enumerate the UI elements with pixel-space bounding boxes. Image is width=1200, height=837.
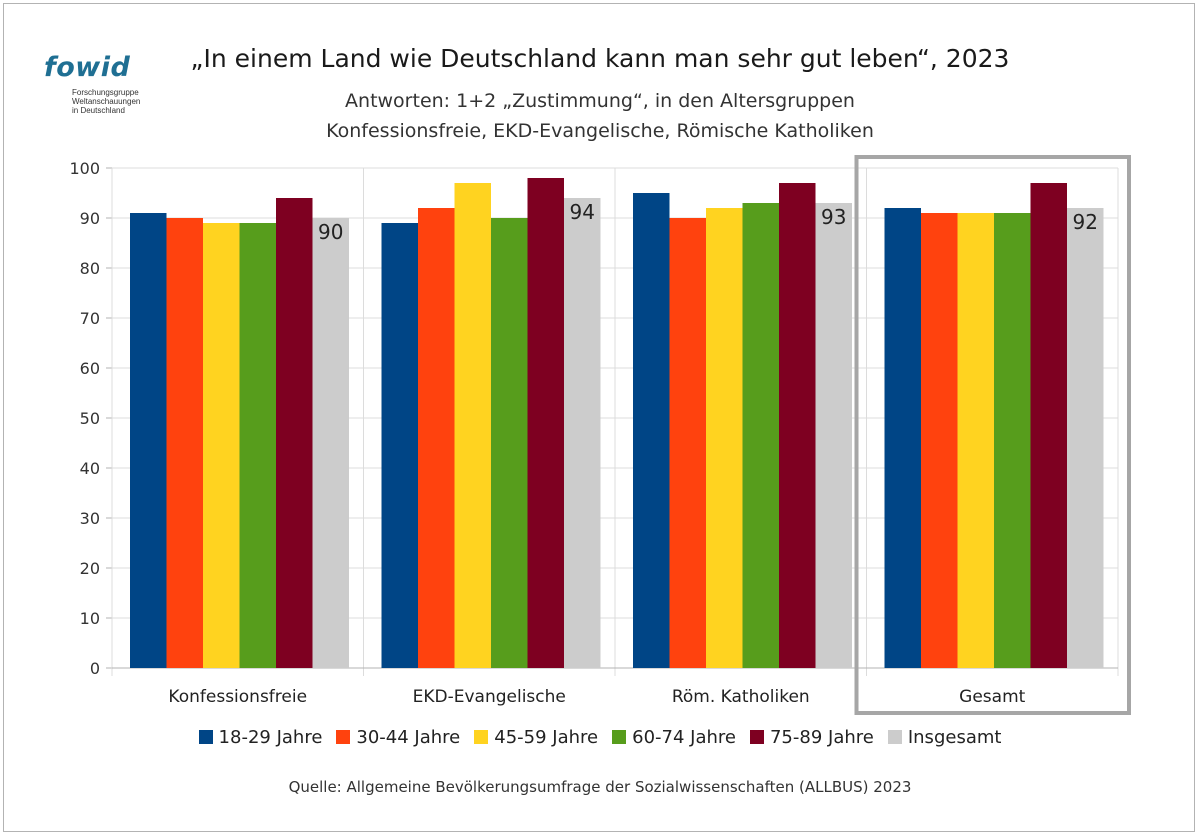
bar (239, 223, 276, 668)
legend-swatch (612, 730, 627, 744)
figure-frame (3, 3, 1195, 832)
highlight-box (854, 155, 1131, 715)
chart-subtitle-line-2: Konfessionsfreie, EKD-Evangelische, Römi… (326, 120, 874, 142)
bar (166, 218, 203, 668)
bar (527, 178, 564, 668)
bar (1067, 208, 1104, 668)
x-tick-label: Konfessionsfreie (168, 687, 307, 707)
legend-label: 18-29 Jahre (218, 726, 323, 748)
legend-swatch (887, 730, 902, 744)
bar (418, 208, 455, 668)
fowid-logo: fowid Forschungsgruppe Weltanschauungen … (44, 52, 154, 122)
bar (921, 213, 958, 668)
y-tick-label: 20 (80, 559, 100, 578)
legend-label: 45-59 Jahre (494, 726, 599, 748)
legend-entry: 60-74 Jahre (612, 727, 736, 748)
bar (706, 208, 743, 668)
legend-swatch (336, 730, 351, 744)
bar (884, 208, 921, 668)
legend-label: 60-74 Jahre (632, 726, 736, 748)
bar (669, 218, 706, 668)
bar (130, 213, 167, 668)
legend-entry: 45-59 Jahre (474, 727, 598, 748)
legend-swatch (474, 730, 489, 744)
data-label: 90 (318, 220, 343, 244)
data-label: 94 (570, 200, 595, 224)
legend-entry: 30-44 Jahre (336, 727, 460, 748)
y-tick-label: 100 (69, 159, 100, 178)
legend-label: 30-44 Jahre (356, 726, 461, 748)
y-tick-label: 70 (80, 309, 100, 328)
bar (994, 213, 1031, 668)
bar (779, 183, 816, 668)
legend-entry: Insgesamt (887, 726, 1002, 748)
source-note: Quelle: Allgemeine Bevölkerungsumfrage d… (288, 778, 912, 796)
chart-legend: 18-29 Jahre 30-44 Jahre 45-59 Jahre 60-74 J… (0, 722, 1200, 752)
x-tick-label: Röm. Katholiken (672, 687, 810, 707)
legend-label: 75-89 Jahre (769, 726, 874, 748)
legend-entry: 75-89 Jahre (749, 726, 874, 748)
chart-subtitle-line-1: Antworten: 1+2 „Zustimmung“, in den Alte… (345, 90, 855, 112)
y-tick-label: 90 (80, 209, 100, 228)
bar (957, 213, 994, 668)
bar (203, 223, 240, 668)
y-tick-label: 10 (80, 609, 100, 628)
legend-label: Insgesamt (907, 726, 1002, 748)
bar (491, 218, 528, 668)
logo-subtitle: Forschungsgruppe Weltanschauungen in Deu… (72, 88, 152, 115)
x-tick-label: EKD-Evangelische (413, 687, 566, 707)
legend-swatch (749, 730, 764, 744)
bar (633, 193, 670, 668)
bar (1030, 183, 1067, 668)
logo-line: Weltanschauungen (72, 97, 141, 106)
bar (742, 203, 779, 668)
data-label: 93 (821, 205, 846, 229)
y-tick-label: 60 (80, 359, 100, 378)
y-tick-label: 0 (90, 659, 100, 678)
y-tick-label: 80 (80, 259, 100, 278)
logo-wordmark: fowid (44, 52, 131, 83)
bar (276, 198, 313, 668)
legend-swatch (198, 730, 213, 744)
y-tick-label: 40 (80, 459, 100, 478)
y-tick-label: 30 (80, 509, 100, 528)
chart-title: „In einem Land wie Deutschland kann man … (190, 44, 1010, 73)
bar (381, 223, 418, 668)
bar (564, 198, 601, 668)
data-label: 92 (1073, 210, 1098, 234)
bar (454, 183, 491, 668)
logo-line: in Deutschland (72, 106, 125, 115)
bar (815, 203, 852, 668)
bar (312, 218, 349, 668)
legend-entry: 18-29 Jahre (198, 726, 323, 748)
x-tick-label: Gesamt (959, 687, 1025, 707)
y-tick-label: 50 (80, 409, 100, 428)
logo-line: Forschungsgruppe (72, 88, 139, 97)
